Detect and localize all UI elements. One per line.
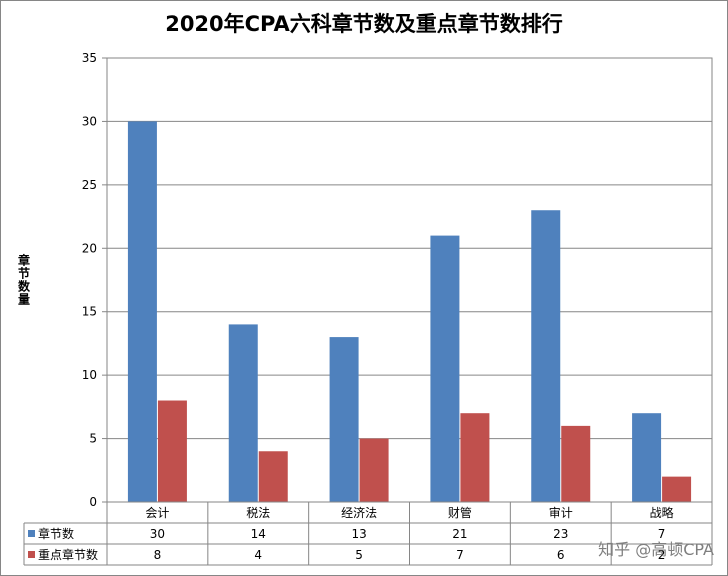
y-tick-label: 5: [89, 432, 97, 446]
plot-area: [106, 57, 713, 503]
data-label: 2: [658, 548, 666, 562]
y-tick-label: 20: [82, 241, 97, 255]
category-label: 财管: [448, 505, 472, 520]
y-tick-label: 15: [82, 305, 97, 319]
y-tick-label: 10: [82, 368, 97, 382]
bar-chapters: [127, 121, 157, 502]
legend-key: [28, 551, 35, 558]
y-tick-label: 25: [82, 178, 97, 192]
data-label: 6: [557, 548, 565, 562]
bar-key-chapters: [258, 451, 288, 502]
bar-key-chapters: [157, 400, 187, 502]
bar-chapters: [531, 210, 561, 502]
bar-key-chapters: [359, 438, 389, 502]
bar-chapters: [228, 324, 258, 502]
legend-label: 重点章节数: [38, 547, 98, 562]
data-label: 21: [452, 527, 467, 541]
legend-label: 章节数: [38, 526, 74, 541]
watermark-text: 知乎 @高顿CPA: [598, 540, 714, 559]
category-label: 战略: [650, 505, 674, 520]
data-label: 5: [355, 548, 363, 562]
data-label: 13: [351, 527, 366, 541]
data-label: 30: [150, 527, 165, 541]
category-label: 经济法: [341, 505, 377, 520]
data-label: 14: [251, 527, 266, 541]
data-label: 23: [553, 527, 568, 541]
category-label: 会计: [145, 506, 169, 520]
bar-key-chapters: [460, 413, 490, 502]
bar-key-chapters: [561, 425, 591, 502]
bar-chapters: [632, 413, 662, 502]
bar-key-chapters: [662, 476, 692, 502]
legend-key: [28, 530, 35, 537]
category-label: 审计: [549, 505, 573, 520]
data-label: 8: [154, 548, 162, 562]
category-label: 税法: [246, 506, 270, 520]
data-label: 4: [254, 548, 262, 562]
chart-title: 2020年CPA六科章节数及重点章节数排行: [165, 12, 563, 36]
data-label: 7: [456, 548, 464, 562]
y-axis-label: 章节数量: [16, 254, 31, 306]
bar-chapters: [430, 235, 460, 502]
y-tick-label: 35: [82, 51, 97, 65]
y-tick-label: 0: [89, 495, 97, 509]
bar-chapters: [329, 337, 359, 502]
data-label: 7: [658, 527, 666, 541]
y-tick-label: 30: [82, 114, 97, 128]
